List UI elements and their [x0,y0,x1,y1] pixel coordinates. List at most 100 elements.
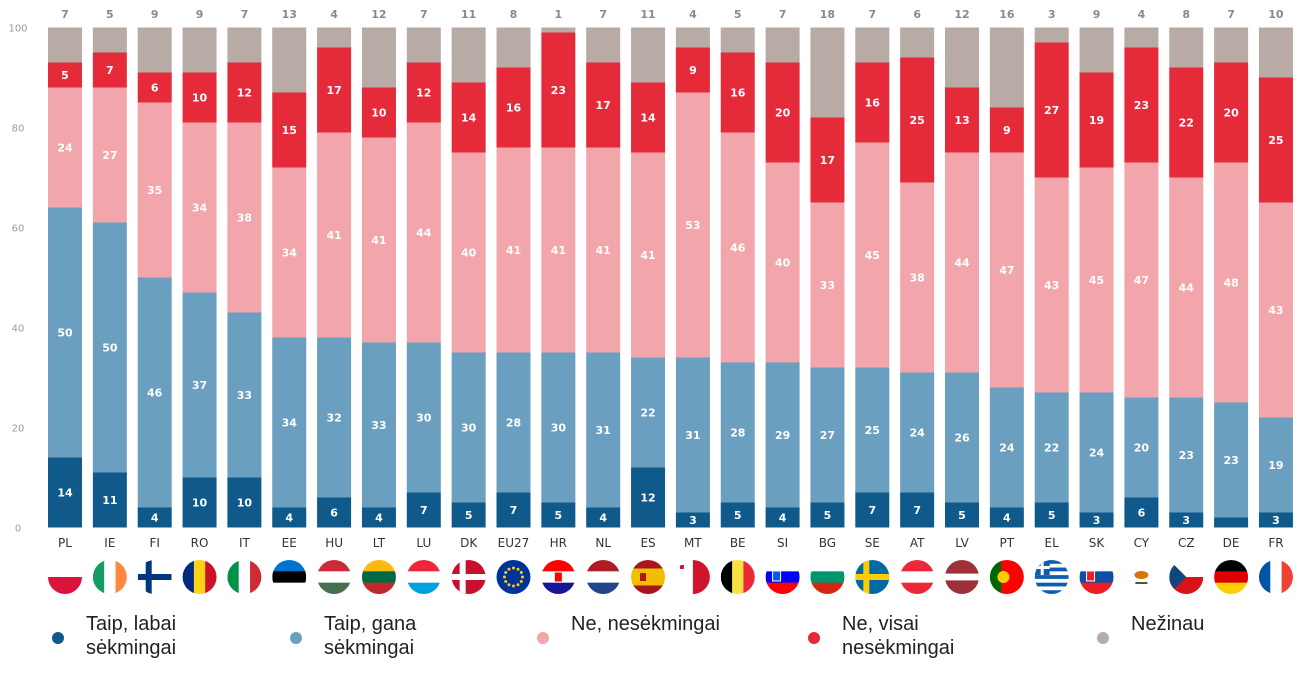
y-tick-label: 80 [12,124,25,135]
bar-group-cy: 6 20 47 23 4 [1124,8,1159,528]
bar-segment [1034,177,1069,393]
bar-segment [406,122,441,343]
bar-segment [496,492,531,528]
bar-group-ro: 10 37 34 10 9 [182,8,217,528]
data-label: 14 [461,112,477,125]
data-label: 41 [640,249,655,262]
data-label: 30 [416,412,432,425]
data-label: 22 [640,407,655,420]
data-label: 3 [1272,514,1280,527]
x-tick-label: CY [1134,536,1150,550]
legend-label: Taip, labai sėkmingai [86,613,177,659]
data-label: 17 [820,154,835,167]
bar-segment [496,27,531,68]
data-label: 3 [689,514,697,527]
bar-segment [675,27,710,48]
bar-group-hr: 5 30 41 23 1 [541,8,576,528]
bar-segment [541,27,576,33]
bar-segment [182,477,217,528]
data-label: 10 [237,497,253,510]
bar-segment [855,492,890,528]
flag-bg-icon [810,560,845,594]
top-data-label: 7 [868,8,876,21]
bar-segment [272,27,307,93]
bar-segment [945,502,979,528]
bar-group-mt: 3 31 53 9 4 [675,8,710,528]
flag-lt-icon [361,560,396,594]
flag-pt-icon [989,560,1024,594]
bar-segment [451,82,486,153]
bar-segment [317,47,352,133]
top-data-label: 12 [954,8,969,21]
data-label: 12 [640,492,655,505]
bar-group-fr: 3 19 43 25 10 [1258,8,1293,528]
bar-segment [361,507,396,528]
top-data-label: 4 [1138,8,1146,21]
data-label: 14 [640,112,656,125]
bar-group-lv: 5 26 44 13 12 [945,8,979,528]
bar-group-cz: 3 23 44 22 8 [1169,8,1204,528]
bar-segment [92,52,127,88]
bar-segment [541,352,576,503]
legend-swatch [290,632,302,644]
bar-segment [1258,417,1293,513]
top-data-label: 9 [196,8,204,21]
top-data-label: 7 [599,8,607,21]
data-label: 38 [909,272,924,285]
x-tick-label: EL [1045,536,1060,550]
bar-segment [900,57,935,183]
flag-de-icon [1214,560,1249,594]
x-tick-label: SK [1089,536,1106,550]
flag-fr-icon [1258,560,1293,594]
x-tick-label: AT [910,536,925,550]
bar-segment [900,492,935,528]
data-label: 47 [999,264,1014,277]
data-label: 37 [192,379,207,392]
bar-segment [675,512,710,528]
bar-segment [1079,167,1114,393]
bar-group-de: 23 48 20 7 [1214,8,1249,528]
data-label: 5 [734,509,742,522]
data-label: 22 [1044,442,1059,455]
bar-segment [92,27,127,53]
data-label: 7 [913,504,921,517]
legend-swatch [52,632,64,644]
data-label: 26 [954,432,970,445]
bar-segment [720,502,755,528]
legend-swatch [808,632,820,644]
flag-es-icon [631,560,666,594]
bar-segment [1258,77,1293,203]
top-data-label: 4 [330,8,338,21]
bar-segment [48,27,82,63]
data-label: 23 [551,84,566,97]
bar-segment [227,62,262,123]
x-tick-label: SE [865,536,880,550]
x-tick-label: LT [373,536,386,550]
bar-segment [1258,202,1293,418]
bar-segment [451,502,486,528]
legend-label: Taip, gana sėkmingai [324,613,417,659]
bar-group-pt: 4 24 47 9 16 [989,8,1024,528]
bar-group-se: 7 25 45 16 7 [855,8,890,528]
y-tick-label: 40 [12,324,25,335]
x-tick-label: PT [1000,536,1015,550]
bar-segment [810,502,845,528]
bar-segment [586,507,621,528]
bar-segment [317,27,352,48]
flag-ro-icon [182,560,217,594]
bar-segment [92,222,127,473]
bar-segment [675,92,710,358]
data-label: 25 [865,424,880,437]
x-tick-label: PL [58,536,72,550]
bar-group-nl: 4 31 41 17 7 [586,8,621,528]
bar-segment [451,27,486,83]
data-label: 30 [461,422,477,435]
x-tick-label: FR [1268,536,1283,550]
data-label: 4 [779,512,787,525]
x-tick-label: NL [595,536,611,550]
x-tick-label: IE [104,536,115,550]
top-data-label: 6 [913,8,921,21]
bar-segment [631,152,666,358]
data-label: 5 [465,509,473,522]
